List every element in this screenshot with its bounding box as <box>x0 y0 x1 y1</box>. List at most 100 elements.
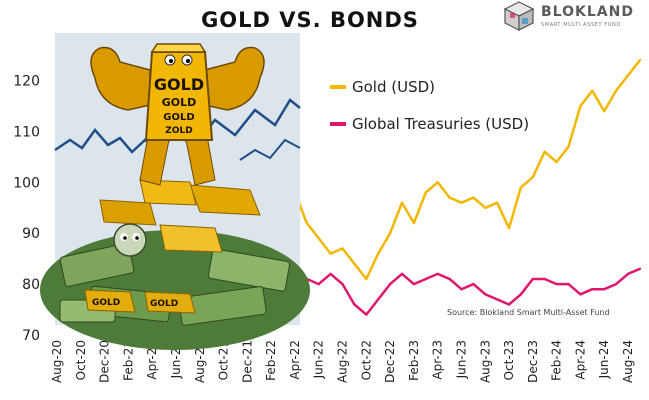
gold-series-line <box>293 59 641 281</box>
gold-data-point <box>567 145 570 148</box>
treasuries-data-point <box>507 303 511 306</box>
bar-label: GOLD <box>154 75 204 94</box>
x-tick-label: Apr-22 <box>288 340 302 380</box>
treasuries-data-point <box>472 282 475 286</box>
x-tick-label: Feb-22 <box>264 340 278 381</box>
y-tick-label: 90 <box>22 226 40 242</box>
gold-data-point <box>377 252 380 255</box>
gold-data-point <box>388 232 392 235</box>
treasuries-data-point <box>424 277 427 281</box>
treasuries-data-point <box>484 293 487 296</box>
pile-bar-label: GOLD <box>150 299 178 309</box>
legend-label-treasuries: Global Treasuries (USD) <box>352 115 529 133</box>
treasuries-data-point <box>448 277 451 281</box>
gold-data-point <box>460 201 463 204</box>
x-tick-label: Dec-20 <box>98 340 112 383</box>
gold-data-point <box>543 150 546 153</box>
x-tick-label: Apr-24 <box>573 340 587 380</box>
chart-title: GOLD VS. BONDS <box>201 8 419 32</box>
gold-data-point <box>305 221 308 225</box>
gold-data-point <box>555 160 558 164</box>
pile-bar-label: GOLD <box>92 298 120 308</box>
brand-name: BLOKLAND <box>541 4 634 20</box>
series-lines <box>293 59 642 316</box>
gold-data-point <box>579 104 582 108</box>
y-tick-label: 80 <box>22 277 40 293</box>
treasuries-data-point <box>400 272 404 276</box>
gold-data-point <box>614 89 618 92</box>
y-tick-label: 110 <box>13 124 40 140</box>
treasuries-data-point <box>519 293 523 296</box>
legend: Gold (USD) Global Treasuries (USD) <box>330 78 529 133</box>
treasuries-data-point <box>460 288 463 291</box>
gold-data-point <box>424 191 427 194</box>
treasuries-data-point <box>495 298 499 301</box>
x-tick-label: Dec-22 <box>383 340 397 383</box>
gold-data-point <box>353 262 356 265</box>
treasuries-data-point <box>329 272 332 276</box>
gold-data-point <box>412 221 416 225</box>
x-tick-label: Jun-22 <box>312 340 326 379</box>
treasuries-data-point <box>638 267 642 270</box>
treasuries-data-point <box>626 272 630 276</box>
treasuries-data-point <box>377 298 380 301</box>
gold-data-point <box>603 109 606 113</box>
treasuries-data-point <box>365 313 368 316</box>
cube-icon <box>503 1 535 31</box>
gold-data-point <box>591 89 594 92</box>
x-tick-label: Apr-21 <box>145 340 159 380</box>
gold-data-point <box>507 226 511 230</box>
treasuries-data-point <box>388 282 392 286</box>
treasuries-data-point <box>591 288 594 291</box>
treasuries-data-point <box>555 282 558 286</box>
x-tick-label: Oct-21 <box>217 340 231 380</box>
x-tick-label: Aug-22 <box>336 340 350 383</box>
x-tick-label: Oct-20 <box>74 340 88 380</box>
x-tick-label: Jun-23 <box>454 340 468 379</box>
x-tick-label: Feb-21 <box>121 340 135 381</box>
gold-data-point <box>341 247 344 250</box>
treasuries-series-line <box>293 263 641 316</box>
treasuries-data-point <box>317 282 320 286</box>
y-axis: 70 80 90 100 110 120 <box>13 74 40 344</box>
gold-data-point <box>448 196 451 199</box>
treasuries-data-point <box>614 282 618 286</box>
bar-label: GOLD <box>162 96 197 109</box>
gold-data-point <box>329 252 332 255</box>
x-axis: Aug-20 Oct-20 Dec-20 Feb-21 Apr-21 Jun-21 Aug-… <box>50 340 635 383</box>
treasuries-data-point <box>579 293 582 296</box>
x-tick-label: Aug-20 <box>50 340 64 383</box>
gold-data-point <box>531 176 534 179</box>
gold-data-point <box>436 181 439 184</box>
x-tick-label: Oct-23 <box>502 340 516 380</box>
brand-tagline: SMART MULTI-ASSET FUND <box>541 22 621 28</box>
treasuries-data-point <box>603 288 606 291</box>
x-tick-label: Aug-24 <box>621 340 635 383</box>
gold-data-point <box>400 201 404 204</box>
y-tick-label: 70 <box>22 328 40 344</box>
gold-data-point <box>519 186 523 189</box>
x-tick-label: Oct-22 <box>359 340 373 380</box>
x-tick-label: Dec-21 <box>240 340 254 383</box>
x-tick-label: Dec-23 <box>526 340 540 383</box>
gold-data-point <box>365 277 368 281</box>
x-tick-label: Apr-23 <box>431 340 445 380</box>
gold-bar-strongman-icon: GOLD GOLD GOLD GOLD GOLD ZOLD <box>40 33 310 350</box>
gold-data-point <box>626 74 630 77</box>
gold-data-point <box>638 59 642 62</box>
treasuries-data-point <box>436 272 439 276</box>
legend-label-gold: Gold (USD) <box>352 78 435 96</box>
x-tick-label: Feb-24 <box>550 340 564 381</box>
x-tick-label: Aug-23 <box>478 340 492 383</box>
treasuries-data-point <box>543 277 546 281</box>
treasuries-data-point <box>531 277 534 281</box>
x-tick-label: Feb-23 <box>407 340 421 381</box>
x-tick-label: Aug-21 <box>193 340 207 383</box>
y-tick-label: 120 <box>13 74 40 90</box>
gold-data-point <box>495 201 499 204</box>
treasuries-data-point <box>567 282 570 286</box>
source-note: Source: Blokland Smart Multi-Asset Fund <box>447 308 610 317</box>
y-tick-label: 100 <box>13 175 40 191</box>
gold-data-point <box>484 206 487 209</box>
